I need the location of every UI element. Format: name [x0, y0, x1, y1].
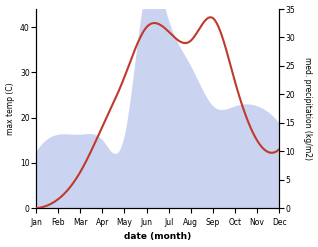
X-axis label: date (month): date (month) — [124, 232, 191, 242]
Y-axis label: max temp (C): max temp (C) — [5, 82, 15, 135]
Y-axis label: med. precipitation (kg/m2): med. precipitation (kg/m2) — [303, 57, 313, 160]
